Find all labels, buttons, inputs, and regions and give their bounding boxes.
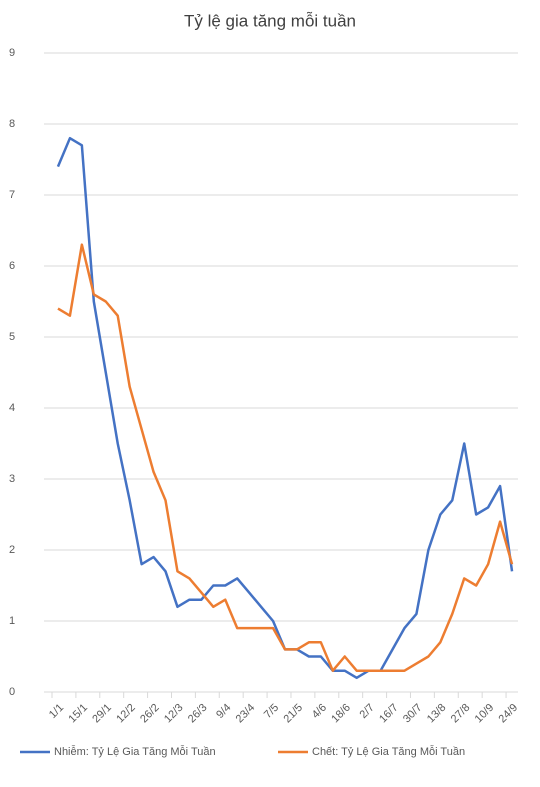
series-line xyxy=(57,243,514,672)
y-tick-label: 0 xyxy=(9,686,15,698)
y-tick-label: 3 xyxy=(9,473,15,485)
y-tick-label: 7 xyxy=(9,189,15,201)
y-tick-label: 1 xyxy=(9,615,15,627)
legend-label: Nhiễm: Tỷ Lệ Gia Tăng Mỗi Tuần xyxy=(54,745,216,758)
y-tick-label: 4 xyxy=(9,402,15,414)
y-tick-label: 5 xyxy=(9,331,15,343)
y-tick-label: 8 xyxy=(9,118,15,130)
legend-label: Chết: Tỷ Lệ Gia Tăng Mỗi Tuần xyxy=(312,745,465,758)
chart-title: Tỷ lệ gia tăng mỗi tuần xyxy=(184,11,356,30)
y-tick-label: 6 xyxy=(9,260,15,272)
y-tick-label: 9 xyxy=(9,47,15,59)
y-tick-label: 2 xyxy=(9,544,15,556)
